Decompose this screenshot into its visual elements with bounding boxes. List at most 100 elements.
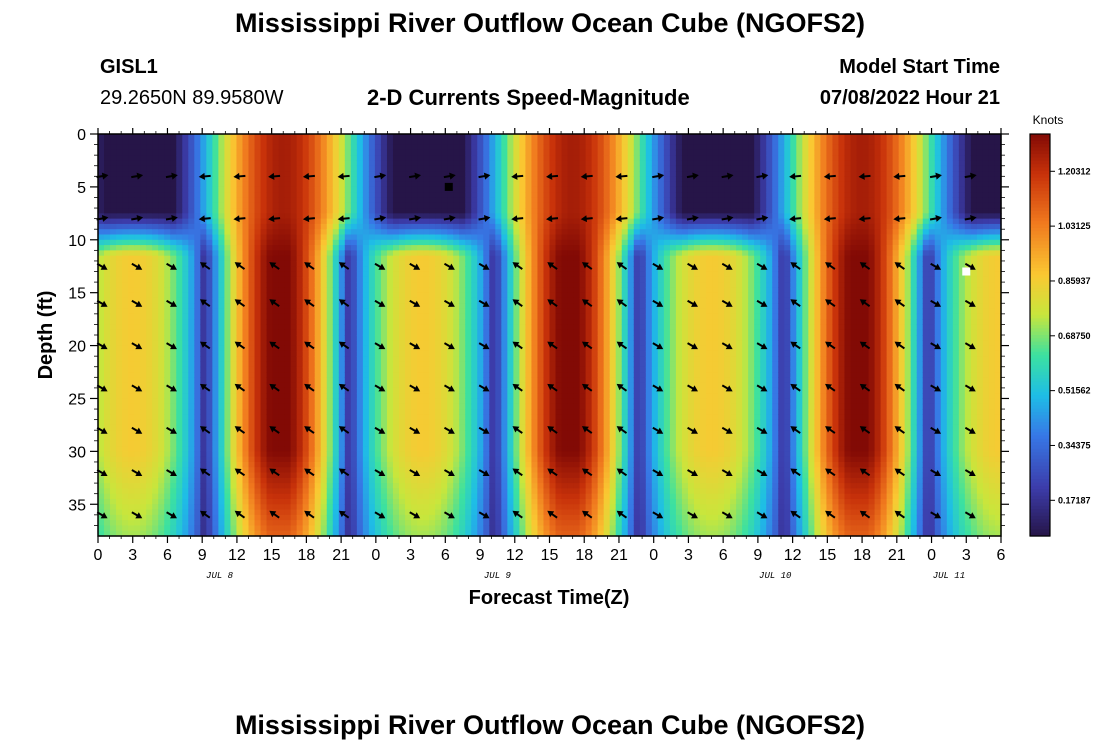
heatmap-cell: [465, 350, 472, 357]
heatmap-cell: [320, 409, 328, 415]
heatmap-cell: [110, 372, 117, 378]
heatmap-cell: [368, 382, 376, 389]
heatmap-cell: [200, 292, 207, 299]
heatmap-cell: [164, 398, 171, 405]
heatmap-cell: [110, 165, 117, 172]
heatmap-cell: [489, 361, 496, 368]
heatmap-cell: [326, 488, 334, 495]
heatmap-cell: [471, 509, 478, 516]
heatmap-cell: [146, 308, 153, 315]
heatmap-cell: [230, 488, 238, 495]
heatmap-cell: [278, 208, 286, 214]
heatmap-cell: [152, 435, 159, 442]
heatmap-cell: [356, 139, 364, 146]
heatmap-cell: [266, 134, 274, 140]
heatmap-cell: [158, 472, 165, 479]
heatmap-cell: [296, 498, 304, 505]
heatmap-cell: [423, 134, 430, 140]
heatmap-cell: [278, 477, 286, 484]
heatmap-cell: [314, 186, 322, 193]
heatmap-cell: [477, 250, 484, 257]
heatmap-cell: [338, 139, 346, 146]
heatmap-cell: [176, 514, 183, 521]
heatmap-cell: [116, 435, 123, 442]
heatmap-cell: [116, 149, 123, 156]
heatmap-cell: [206, 255, 213, 262]
heatmap-cell: [374, 245, 382, 251]
heatmap-cell: [290, 165, 298, 172]
heatmap-cell: [477, 266, 484, 273]
heatmap-cell: [308, 451, 316, 458]
heatmap-cell: [386, 419, 394, 426]
heatmap-cell: [224, 139, 232, 146]
heatmap-cell: [368, 324, 376, 331]
heatmap-cell: [320, 403, 328, 410]
heatmap-cell: [230, 329, 238, 336]
heatmap-cell: [453, 165, 460, 172]
heatmap-cell: [254, 313, 262, 320]
heatmap-cell: [423, 366, 430, 373]
heatmap-cell: [362, 472, 370, 479]
heatmap-cell: [248, 366, 256, 373]
heatmap-cell: [236, 451, 244, 458]
heatmap-cell: [158, 218, 165, 225]
heatmap-cell: [278, 440, 286, 447]
heatmap-cell: [116, 292, 123, 299]
heatmap-cell: [200, 350, 207, 357]
heatmap-cell: [302, 213, 310, 220]
heatmap-cell: [290, 202, 298, 209]
heatmap-cell: [477, 493, 484, 500]
heatmap-cell: [212, 271, 219, 278]
heatmap-cell: [230, 229, 238, 236]
heatmap-cell: [477, 134, 484, 140]
heatmap-cell: [158, 260, 165, 267]
heatmap-cell: [218, 483, 226, 489]
heatmap-cell: [296, 356, 304, 363]
heatmap-cell: [308, 435, 316, 442]
heatmap-cell: [368, 276, 376, 283]
heatmap-cell: [332, 276, 340, 283]
heatmap-cell: [483, 382, 490, 389]
heatmap-cell: [429, 361, 436, 368]
heatmap-cell: [152, 223, 159, 230]
heatmap-cell: [158, 446, 165, 452]
heatmap-cell: [272, 525, 280, 532]
heatmap-cell: [104, 403, 111, 410]
heatmap-cell: [308, 313, 316, 320]
heatmap-cell: [188, 297, 195, 304]
heatmap-cell: [158, 504, 165, 511]
heatmap-cell: [296, 192, 304, 199]
heatmap-cell: [483, 218, 490, 225]
heatmap-cell: [134, 260, 141, 267]
heatmap-cell: [471, 419, 478, 426]
heatmap-cell: [104, 176, 111, 183]
heatmap-cell: [116, 377, 123, 384]
heatmap-cell: [128, 409, 135, 415]
heatmap-cell: [362, 234, 370, 241]
heatmap-cell: [212, 419, 219, 426]
heatmap-cell: [272, 456, 280, 463]
heatmap-cell: [332, 292, 340, 299]
heatmap-cell: [423, 525, 430, 532]
heatmap-cell: [362, 377, 370, 384]
heatmap-cell: [338, 451, 346, 458]
heatmap-cell: [140, 467, 147, 474]
heatmap-cell: [356, 239, 364, 246]
heatmap-cell: [350, 514, 358, 521]
heatmap-cell: [104, 461, 111, 468]
heatmap-cell: [417, 382, 424, 389]
heatmap-cell: [405, 446, 412, 452]
heatmap-cell: [260, 504, 268, 511]
heatmap-cell: [465, 329, 472, 336]
heatmap-cell: [435, 514, 442, 521]
heatmap-cell: [230, 340, 238, 347]
heatmap-cell: [206, 218, 213, 225]
heatmap-cell: [423, 409, 430, 415]
heatmap-cell: [212, 461, 219, 468]
heatmap-cell: [338, 398, 346, 405]
heatmap-cell: [411, 297, 418, 304]
heatmap-cell: [182, 430, 189, 437]
heatmap-cell: [314, 409, 322, 415]
heatmap-cell: [477, 208, 484, 214]
heatmap-cell: [266, 218, 274, 225]
